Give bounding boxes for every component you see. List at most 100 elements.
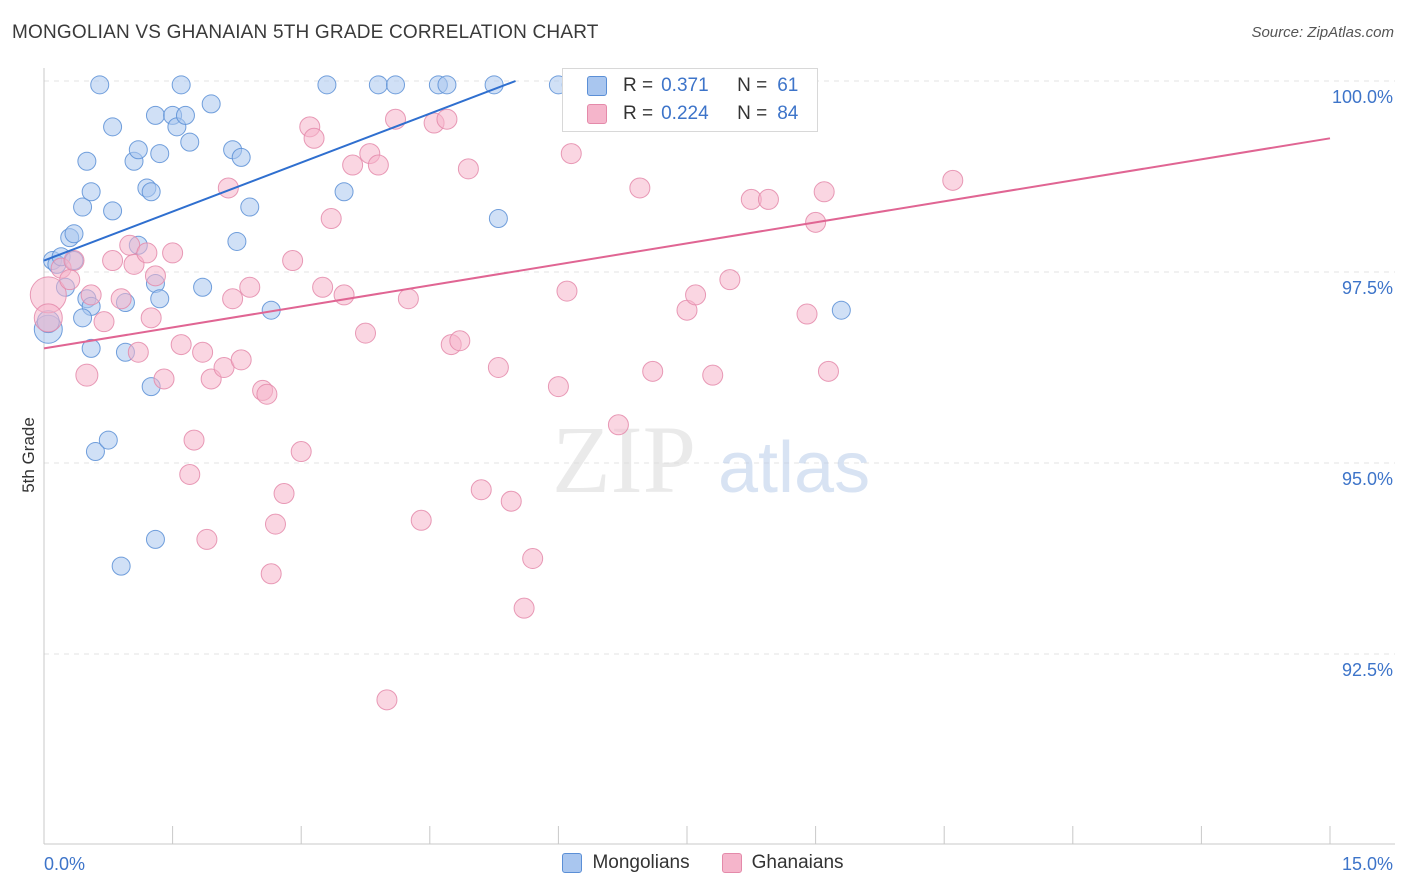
ghanaian-point — [367, 154, 389, 176]
ghanaian-point — [102, 250, 124, 272]
ghanaian-point — [642, 360, 664, 382]
ghanaian-point — [110, 288, 132, 310]
ghanaian-point — [153, 368, 175, 390]
axis-layer — [43, 68, 1395, 845]
ghanaian-point — [449, 330, 471, 352]
mongolian-point — [150, 289, 170, 309]
ghanaian-point — [355, 322, 376, 344]
series-legend-mongolians[interactable]: Mongolians — [562, 852, 690, 874]
ghanaian-point — [303, 127, 325, 149]
mongolian-point — [227, 231, 247, 251]
series-name-ghanaians: Ghanaians — [751, 852, 844, 873]
ghanaian-point — [196, 528, 218, 550]
legend-row-ghanaians: R = 0.224 N = 84 — [587, 101, 798, 127]
y-tick-label: 100.0% — [1332, 87, 1393, 107]
x-tick-label-min: 0.0% — [44, 854, 85, 874]
ghanaian-point — [457, 158, 479, 180]
mongolian-point — [437, 75, 457, 95]
ghanaian-point — [264, 513, 286, 535]
ghanaian-point — [470, 479, 492, 501]
ghanaian-point — [397, 288, 419, 310]
mongolian-point — [386, 75, 406, 95]
ghanaian-point — [80, 284, 102, 306]
ghanaian-point — [942, 169, 964, 191]
ghanaian-point — [183, 429, 205, 451]
legend-r-value: 0.224 — [661, 103, 709, 124]
legend-r-value: 0.371 — [661, 75, 709, 96]
watermark-atlas: atlas — [718, 428, 870, 508]
legend-row-mongolians: R = 0.371 N = 61 — [587, 73, 798, 99]
ghanaian-point — [813, 181, 835, 203]
label-layer: 100.0% 97.5% 95.0% 92.5% 0.0% 15.0% 5th Grade — [19, 87, 1393, 874]
mongolian-point — [73, 197, 93, 217]
mongolian-point — [77, 151, 97, 171]
mongolian-point — [128, 140, 148, 160]
ghanaian-point — [170, 334, 192, 356]
mongolian-point — [488, 209, 508, 229]
ghanaian-point — [500, 490, 522, 512]
ghanaian-point — [140, 307, 162, 329]
ghanaian-point — [629, 177, 651, 199]
mongolian-point — [81, 182, 101, 202]
mongolian-point — [98, 430, 118, 450]
mongolian-point — [231, 147, 251, 167]
ghanaian-trend-line — [43, 137, 1331, 350]
series-legend-ghanaians[interactable]: Ghanaians — [721, 852, 844, 874]
series-swatch-ghanaians — [721, 853, 742, 873]
ghanaian-point — [487, 357, 509, 378]
ghanaian-point — [312, 276, 334, 298]
ghanaian-point — [179, 463, 201, 485]
mongolian-point — [171, 75, 191, 95]
ghanaian-point — [685, 284, 707, 306]
y-axis-label: 5th Grade — [19, 417, 38, 493]
mongolian-point — [201, 94, 221, 114]
legend-n-label: N = — [737, 75, 768, 96]
y-tick-label: 95.0% — [1342, 469, 1393, 489]
ghanaian-point — [192, 341, 214, 363]
mongolian-point — [240, 197, 260, 217]
mongolian-point — [334, 182, 354, 202]
ghanaian-point — [239, 276, 261, 298]
ghanaian-point — [342, 154, 364, 176]
ghanaian-point — [93, 311, 115, 333]
chart-title: MONGOLIAN VS GHANAIAN 5TH GRADE CORRELAT… — [12, 22, 599, 43]
mongolian-point — [64, 224, 84, 244]
legend-n-label: N = — [737, 103, 768, 124]
ghanaian-point — [59, 269, 81, 291]
mongolian-point — [81, 338, 101, 358]
trend-layer — [43, 80, 1331, 350]
ghanaian-point — [162, 242, 184, 264]
correlation-legend: R = 0.371 N = 61 R = 0.224 N = 84 — [562, 68, 818, 132]
ghanaian-point — [256, 383, 278, 405]
mongolian-point — [317, 75, 337, 95]
ghanaian-point — [127, 341, 149, 363]
ghanaian-point — [702, 364, 724, 386]
ghanaian-point — [222, 288, 244, 310]
mongolian-point — [831, 300, 851, 320]
points-layer — [29, 74, 964, 711]
chart-source: Source: ZipAtlas.com — [1251, 24, 1394, 41]
ghanaian-point — [607, 414, 629, 436]
ghanaian-point — [560, 143, 582, 165]
ghanaian-point — [513, 597, 535, 619]
ghanaian-point — [230, 349, 252, 371]
mongolian-point — [175, 105, 195, 125]
ghanaian-point — [333, 284, 355, 306]
ghanaian-point — [282, 250, 304, 272]
legend-swatch-ghanaians — [587, 104, 607, 124]
ghanaian-point — [547, 376, 569, 398]
mongolian-point — [85, 442, 105, 462]
mongolian-point — [180, 132, 200, 152]
legend-n-value: 61 — [777, 75, 799, 96]
ghanaian-point — [75, 363, 99, 387]
ghanaian-point — [556, 280, 578, 302]
mongolian-point — [193, 277, 213, 297]
mongolian-point — [111, 556, 131, 576]
series-legend: Mongolians Ghanaians — [0, 852, 1406, 874]
ghanaian-point — [290, 441, 312, 463]
ghanaian-point — [273, 483, 295, 505]
mongolian-point — [103, 201, 123, 221]
mongolian-point — [150, 144, 170, 164]
ghanaian-point — [522, 548, 544, 569]
